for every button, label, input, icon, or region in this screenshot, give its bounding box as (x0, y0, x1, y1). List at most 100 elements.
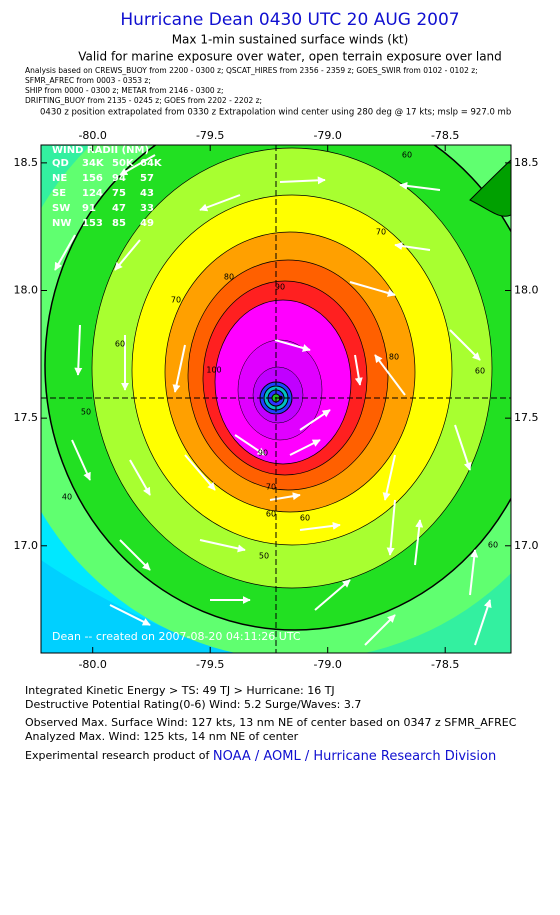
wind-vector (109, 604, 151, 626)
wind-radii-cell: 49 (140, 218, 154, 229)
agency-link[interactable]: NOAA / AOML / Hurricane Research Divisio… (213, 749, 496, 764)
product-text: Experimental research product of (25, 749, 210, 762)
x-tick-label: -80.0 (78, 129, 106, 142)
wind-vector (354, 354, 363, 386)
wind-vector (449, 329, 481, 361)
wind-vector (129, 459, 151, 496)
analysis-line: DRIFTING_BUOY from 2135 - 0245 z; GOES f… (25, 96, 262, 105)
wind-vector (289, 439, 321, 456)
wind-radii-cell: 94 (112, 173, 126, 184)
wind-vector (414, 519, 424, 566)
wind-vector (374, 354, 406, 396)
contour-label: 60 (300, 514, 310, 523)
contour-label: 60 (266, 510, 276, 519)
wind-vector (114, 239, 141, 271)
contour-label: 70 (266, 483, 276, 492)
contour-label: 40 (62, 493, 72, 502)
footer-line: Destructive Potential Rating(0-6) Wind: … (25, 698, 361, 711)
contour-label: 60 (488, 541, 498, 550)
wind-radii-cell: 64K (140, 158, 163, 169)
contour-label: 80 (389, 353, 399, 362)
y-tick-label: 17.0 (14, 539, 39, 552)
wind-vector (279, 176, 326, 185)
position-note: 0430 z position extrapolated from 0330 z… (40, 108, 511, 118)
y-tick-label: 18.0 (514, 284, 539, 297)
wind-radii-cell: 33 (140, 203, 154, 214)
contour-label: 50 (81, 408, 91, 417)
y-tick-label: 17.5 (14, 411, 39, 424)
contour-label: 70 (171, 296, 181, 305)
wind-radii-cell: SW (52, 203, 70, 214)
wind-vector (119, 539, 151, 571)
map-frame (40, 144, 512, 654)
credit: Dean -- created on 2007-08-20 04:11:26 U… (52, 630, 301, 643)
wind-vectors (54, 154, 492, 646)
wind-vector (394, 242, 431, 251)
wind-vector (199, 539, 246, 553)
wind-radii-cell: 34K (82, 158, 105, 169)
analysis-line: SFMR_AFREC from 0003 - 0353 z; (25, 76, 151, 85)
contour-label: 80 (224, 273, 234, 282)
wind-vector (299, 521, 341, 531)
wind-vector (74, 324, 83, 376)
x-tick-label: -79.5 (196, 129, 224, 142)
wind-vector (199, 194, 241, 212)
subtitle: Max 1-min sustained surface winds (kt) (172, 33, 409, 47)
wind-vector (382, 454, 396, 501)
y-tick-label: 18.5 (514, 156, 539, 169)
wind-vector (469, 549, 479, 596)
contour-label: 50 (259, 552, 269, 561)
wind-radii-cell: QD (52, 158, 69, 169)
title: Hurricane Dean 0430 UTC 20 AUG 2007 (120, 10, 459, 30)
wind-vector (314, 579, 351, 611)
wind-radii-cell: NE (52, 173, 67, 184)
x-tick-label: -79.0 (313, 658, 341, 671)
wind-vector (349, 281, 396, 297)
footer-line: Integrated Kinetic Energy > TS: 49 TJ > … (25, 684, 335, 697)
wind-radii-cell: 43 (140, 188, 154, 199)
wind-radii-cell: 50K (112, 158, 135, 169)
y-tick-label: 18.5 (14, 156, 39, 169)
wind-vector (119, 154, 156, 176)
validity: Valid for marine exposure over water, op… (78, 50, 502, 64)
y-tick-label: 17.5 (514, 411, 539, 424)
axes: -80.0 -80.0 -79.5 -79.5 -79.0 -79.0 -78.5 -78.5… (14, 129, 539, 671)
wind-vector (454, 424, 472, 471)
contour-label: 100 (206, 366, 221, 375)
wind-radii-title: WIND RADII (NM) (52, 145, 149, 156)
storm-center (278, 395, 283, 400)
wind-vector (184, 454, 216, 491)
wind-vector (399, 181, 441, 191)
contour-label: 60 (475, 367, 485, 376)
wind-radii-table: WIND RADII (NM) QD 34K 50K 64K NE 156 94 57 SE 124… (52, 145, 163, 229)
contour-label: 90 (275, 283, 285, 292)
footer-line: Observed Max. Surface Wind: 127 kts, 13 … (25, 716, 517, 729)
wind-radii-cell: 153 (82, 218, 103, 229)
wind-vector (474, 599, 492, 646)
contour-label: 60 (402, 151, 412, 160)
wind-vector (364, 614, 396, 646)
wind-vector (172, 344, 186, 393)
wind-vector (54, 234, 76, 271)
wind-vector (386, 499, 396, 556)
contour-label: 90 (258, 449, 268, 458)
analysis-line: Analysis based on CREWS_BUOY from 2200 -… (25, 66, 478, 75)
contour-labels: 60 70 80 90 70 60 50 40 80 60 100 90 70 60 60 50 60 (62, 151, 498, 561)
wind-vector (71, 439, 91, 481)
wind-vector (234, 434, 266, 456)
wind-radii-cell: SE (52, 188, 66, 199)
wind-radii-cell: NW (52, 218, 71, 229)
product: Experimental research product of NOAA / … (25, 749, 496, 764)
wind-radii-cell: 91 (82, 203, 96, 214)
contour-label: 70 (376, 228, 386, 237)
wind-radii-cell: 124 (82, 188, 103, 199)
x-tick-label: -79.0 (313, 129, 341, 142)
analysis-line: SHIP from 0000 - 0300 z; METAR from 2146… (25, 86, 224, 95)
wind-radii-cell: 85 (112, 218, 126, 229)
wind-radii-cell: 57 (140, 173, 154, 184)
x-tick-label: -78.5 (431, 658, 459, 671)
wind-vector (299, 409, 331, 431)
wind-radii-cell: 156 (82, 173, 103, 184)
wind-vector (269, 492, 301, 501)
